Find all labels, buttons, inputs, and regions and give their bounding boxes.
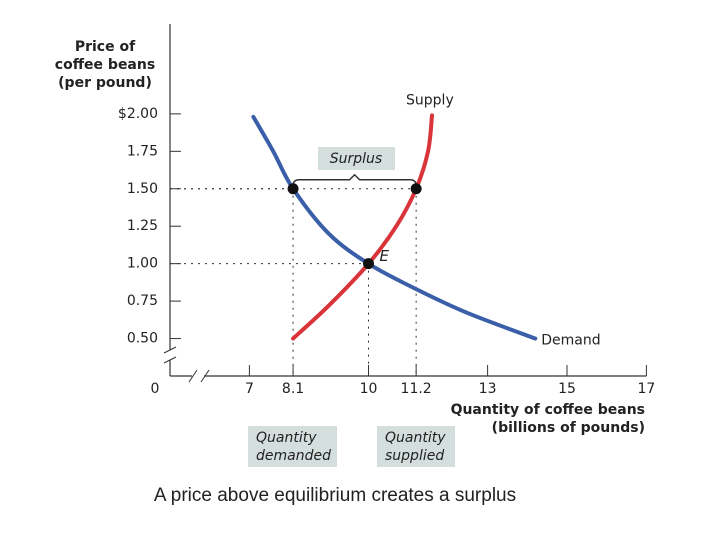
y-title-line: (per pound) — [58, 75, 152, 91]
x-tick-label: 11.2 — [401, 381, 432, 397]
y-tick-label: $2.00 — [118, 106, 158, 122]
curve-label: Supply — [406, 92, 454, 108]
axis-break — [163, 346, 177, 364]
quantity-demanded-box — [248, 426, 337, 467]
x-tick-label: 17 — [637, 381, 655, 397]
quantity-supplied-box — [377, 426, 455, 467]
origin-label: 0 — [151, 381, 160, 397]
y-title-line: coffee beans — [55, 57, 155, 73]
quantity-demanded-label: demanded — [256, 448, 331, 464]
y-tick-label: 1.00 — [127, 256, 158, 272]
caption: A price above equilibrium creates a surp… — [154, 485, 516, 506]
y-title-line: Price of — [75, 39, 136, 55]
y-tick-label: 1.50 — [127, 181, 158, 197]
surplus-bracket — [292, 173, 417, 186]
y-tick-label: 1.75 — [127, 143, 158, 159]
axis-break — [188, 369, 210, 383]
x-tick-label: 10 — [360, 381, 378, 397]
x-tick-label: 7 — [245, 381, 254, 397]
point-label: E — [380, 247, 390, 265]
quantity-demanded-label: Quantity — [256, 430, 317, 446]
x-title-line: (billions of pounds) — [492, 420, 645, 436]
x-tick-label: 8.1 — [282, 381, 304, 397]
surplus-box — [318, 147, 395, 170]
x-tick-label: 13 — [479, 381, 497, 397]
x-tick-label: 15 — [558, 381, 576, 397]
y-tick-label: 1.25 — [127, 218, 158, 234]
point — [363, 258, 374, 270]
curve — [291, 113, 435, 341]
curve — [251, 114, 538, 341]
y-tick-label: 0.75 — [127, 293, 158, 309]
x-title-line: Quantity of coffee beans — [451, 402, 645, 418]
y-tick-label: 0.50 — [127, 331, 158, 347]
surplus-label: Surplus — [330, 151, 382, 167]
quantity-supplied-label: supplied — [385, 448, 444, 464]
point — [410, 183, 422, 195]
curve-label: Demand — [541, 333, 600, 349]
quantity-supplied-label: Quantity — [385, 430, 446, 446]
point — [287, 183, 299, 195]
